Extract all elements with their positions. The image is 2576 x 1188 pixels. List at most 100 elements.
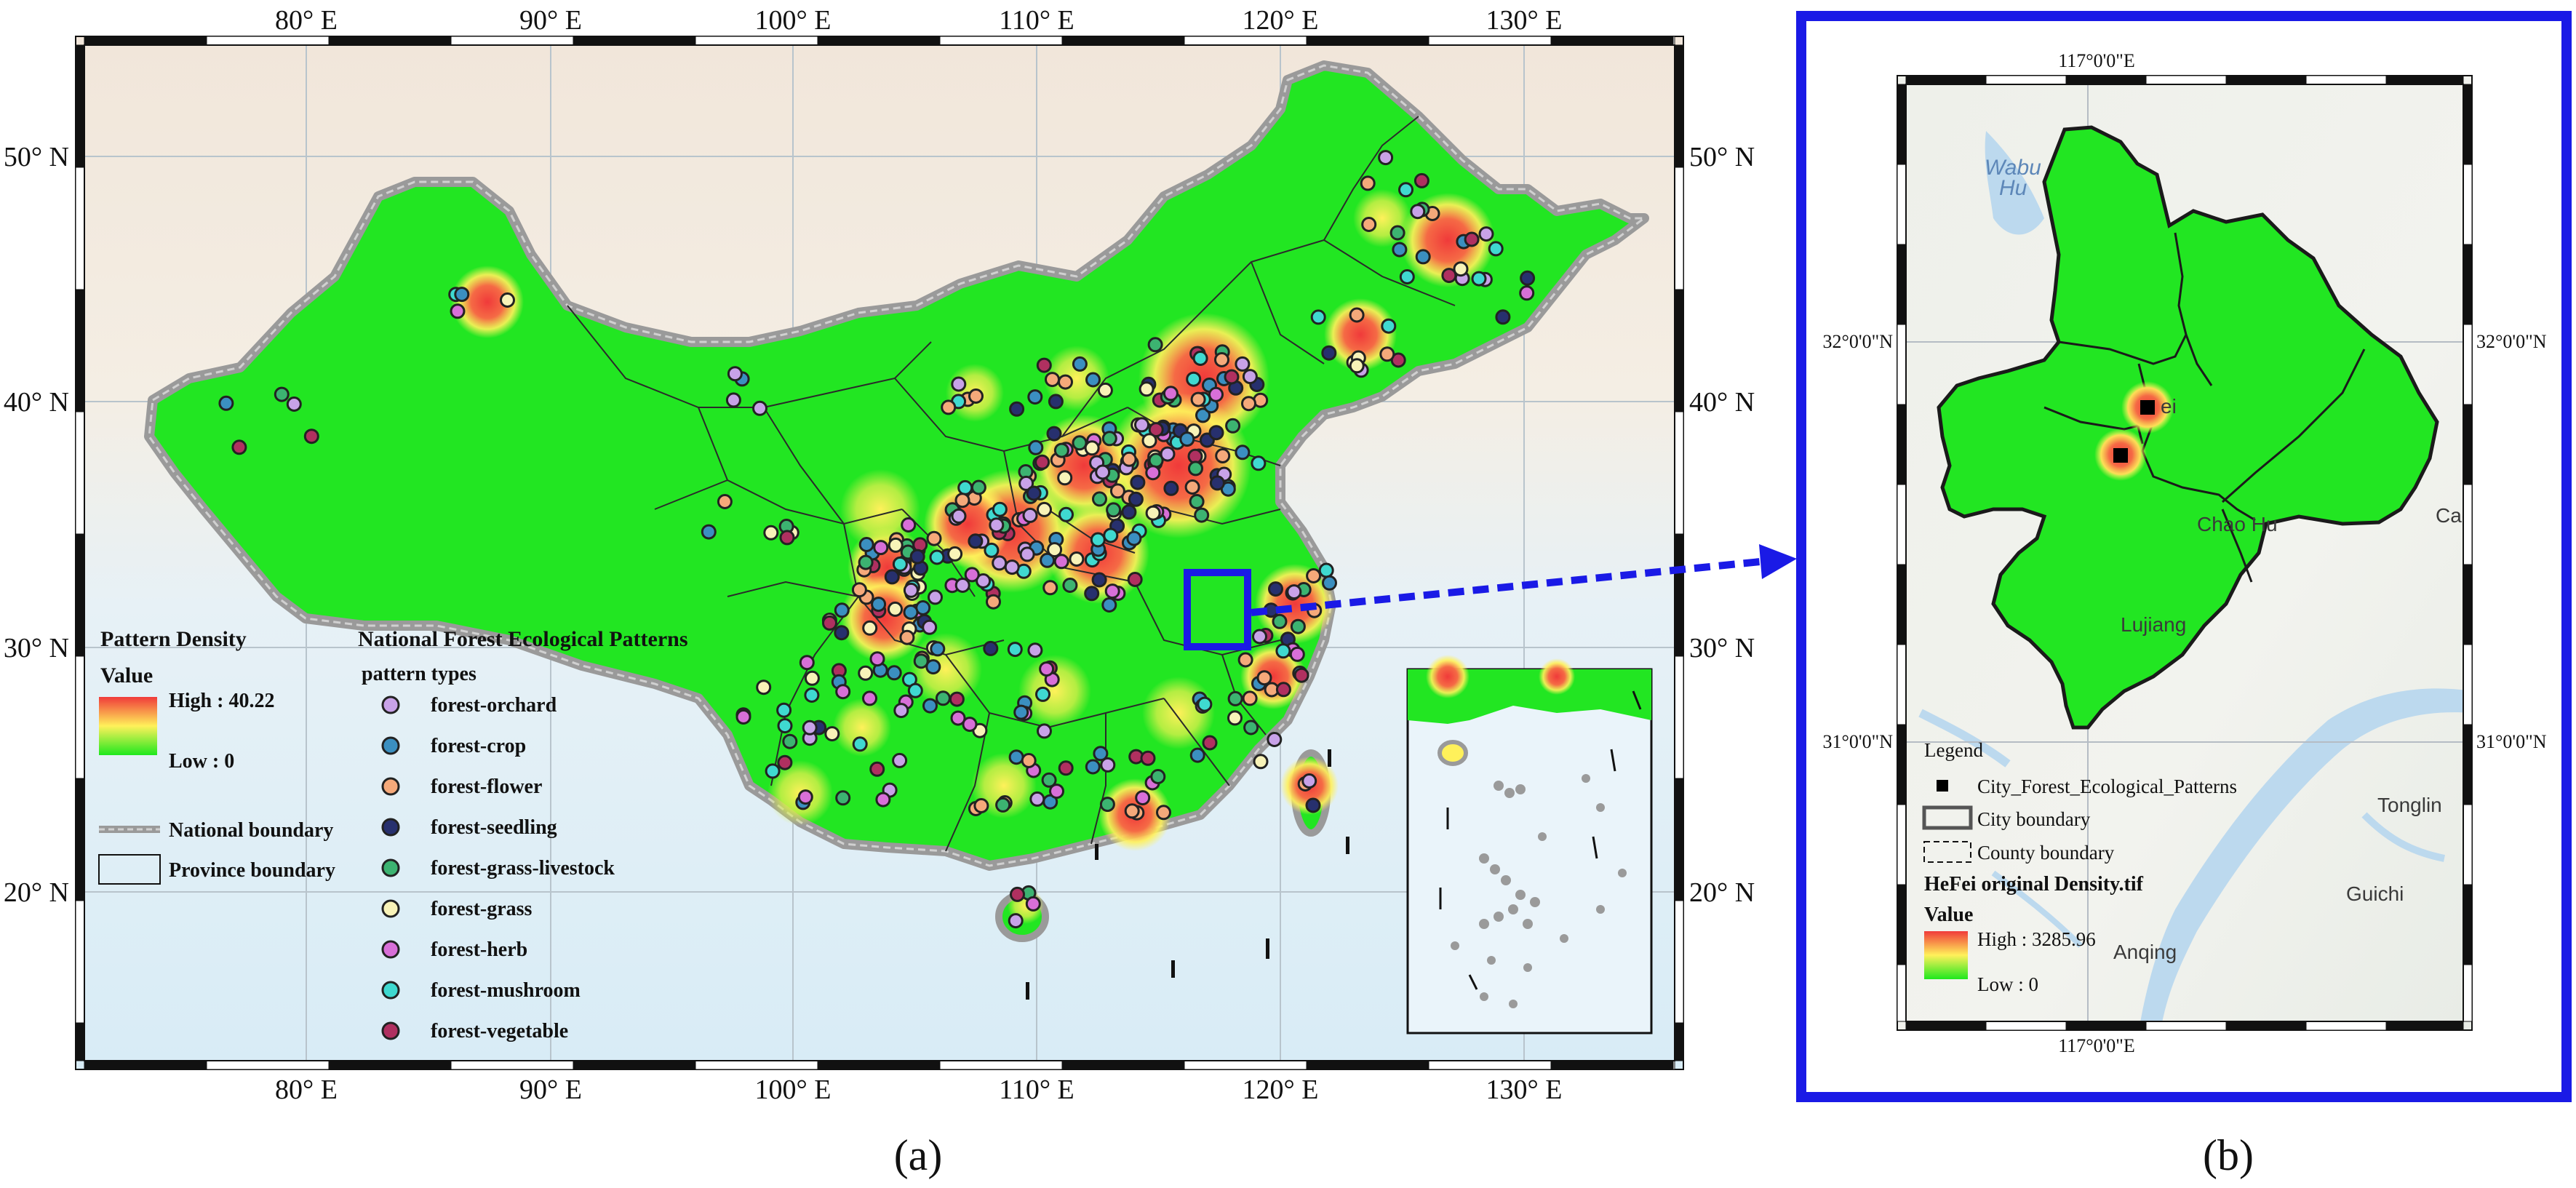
- pattern-types-legend: National Forest Ecological Patterns patt…: [358, 627, 688, 1043]
- pattern-point: [777, 754, 793, 770]
- pattern-point: [1034, 454, 1050, 470]
- pattern-legend-label-forest-grass-livestock: forest-grass-livestock: [431, 857, 615, 880]
- lat-tick-left-20: 20° N: [4, 877, 69, 908]
- pattern-point-2: [2113, 448, 2128, 463]
- pattern-point: [886, 665, 902, 681]
- panel-a-lat-ticks-left: 50° N 40° N 30° N 20° N: [4, 142, 69, 908]
- pattern-point: [903, 582, 919, 598]
- pattern-point: [1272, 613, 1288, 629]
- pattern-point: [1025, 896, 1041, 912]
- pattern-point: [1095, 464, 1111, 480]
- pattern-point: [286, 396, 302, 412]
- pattern-point: [1243, 719, 1259, 735]
- pattern-point: [1036, 357, 1052, 373]
- pattern-point: [1378, 150, 1394, 166]
- pattern-point: [1150, 769, 1166, 784]
- pattern-legend-label-forest-vegetable: forest-vegetable: [431, 1020, 568, 1043]
- pattern-point: [1318, 562, 1334, 578]
- pattern-point: [1464, 231, 1480, 247]
- pattern-point: [804, 687, 820, 703]
- hefei-location-box: [1184, 569, 1251, 650]
- pattern-point: [1045, 372, 1060, 388]
- pattern-point: [949, 691, 965, 707]
- pattern-point: [1415, 249, 1431, 265]
- panel-b-lon-tick-bottom: 117°0'0"E: [2058, 1035, 2135, 1056]
- pattern-point: [1478, 226, 1494, 242]
- pattern-point: [884, 569, 900, 585]
- pattern-point: [1349, 307, 1365, 323]
- hefei-hotspots: [2094, 381, 2174, 481]
- pattern-point: [862, 620, 878, 636]
- pattern-point: [1163, 386, 1179, 402]
- pattern-legend-label-forest-herb: forest-herb: [431, 938, 527, 961]
- pattern-point: [1085, 372, 1101, 388]
- pattern-point: [725, 392, 741, 408]
- pattern-point: [1028, 439, 1044, 455]
- lon-tick-bottom-110: 110° E: [999, 1075, 1074, 1105]
- pattern-legend-marker-forest-grass: [381, 899, 400, 918]
- pattern-point: [869, 761, 885, 777]
- pattern-point: [1126, 530, 1142, 546]
- pattern-point: [926, 530, 942, 546]
- pattern-point: [1101, 597, 1117, 613]
- pattern-point: [1392, 242, 1408, 258]
- pattern-point: [701, 524, 717, 540]
- pattern-point: [1192, 351, 1208, 366]
- pattern-point: [779, 530, 795, 546]
- legend-raster-ramp: [1924, 931, 1968, 979]
- pattern-point: [1252, 629, 1267, 645]
- pattern-point: [1349, 358, 1365, 374]
- lat-tick-left-50: 50° N: [4, 142, 69, 172]
- legend-county-swatch: [1923, 841, 1971, 863]
- pattern-point: [986, 594, 1001, 610]
- pattern-point: [1053, 442, 1069, 458]
- pattern-point: [1275, 682, 1291, 698]
- pattern-point: [1215, 448, 1231, 463]
- pattern-legend-marker-forest-flower: [381, 777, 400, 796]
- pattern-point: [873, 540, 889, 556]
- lon-tick-top-130: 130° E: [1486, 5, 1563, 36]
- pattern-point: [951, 508, 967, 524]
- pattern-point: [950, 710, 966, 726]
- panel-b-place-labels: Wabu Hu Lujiang Chao Hu Tonglin Guichi A…: [1985, 156, 2473, 963]
- pattern-point: [1301, 773, 1317, 789]
- pattern-point: [1160, 446, 1176, 462]
- legend-city-swatch: [1922, 805, 1973, 830]
- pattern-point: [1127, 572, 1143, 587]
- pattern-point: [835, 790, 851, 806]
- pattern-point: [1037, 501, 1052, 517]
- pattern-point: [1237, 652, 1253, 668]
- pattern-point: [1399, 269, 1415, 284]
- pattern-point: [1085, 759, 1101, 775]
- pattern-point: [1275, 643, 1291, 659]
- pattern-point: [274, 386, 290, 402]
- pattern-point: [218, 395, 234, 411]
- pattern-point: [862, 690, 877, 706]
- pattern-point: [802, 719, 818, 735]
- pattern-point: [450, 303, 466, 319]
- pattern-point: [1453, 261, 1469, 277]
- pattern-points-layer: [218, 150, 1536, 929]
- place-tonglin: Tonglin: [2377, 794, 2442, 816]
- pattern-point: [928, 589, 943, 605]
- pattern-point: [1321, 345, 1337, 361]
- pattern-point: [1048, 394, 1064, 410]
- pattern-point: [1145, 465, 1161, 481]
- legend-raster-title: HeFei original Density.tif: [1924, 873, 2144, 896]
- pattern-point: [964, 567, 980, 583]
- pattern-point: [968, 533, 984, 549]
- pattern-point: [763, 525, 779, 541]
- pattern-point: [941, 399, 957, 415]
- pattern-point: [1135, 790, 1151, 806]
- pattern-point: [1189, 494, 1205, 509]
- pattern-point: [1027, 642, 1043, 658]
- pattern-point: [1008, 749, 1024, 765]
- pattern-point: [822, 615, 837, 631]
- pattern-point: [1251, 455, 1267, 471]
- pattern-point: [1235, 444, 1251, 461]
- legend-value-label: Value: [1924, 904, 1973, 926]
- pattern-point: [973, 798, 989, 813]
- pattern-point: [852, 736, 868, 752]
- pattern-point: [888, 537, 904, 553]
